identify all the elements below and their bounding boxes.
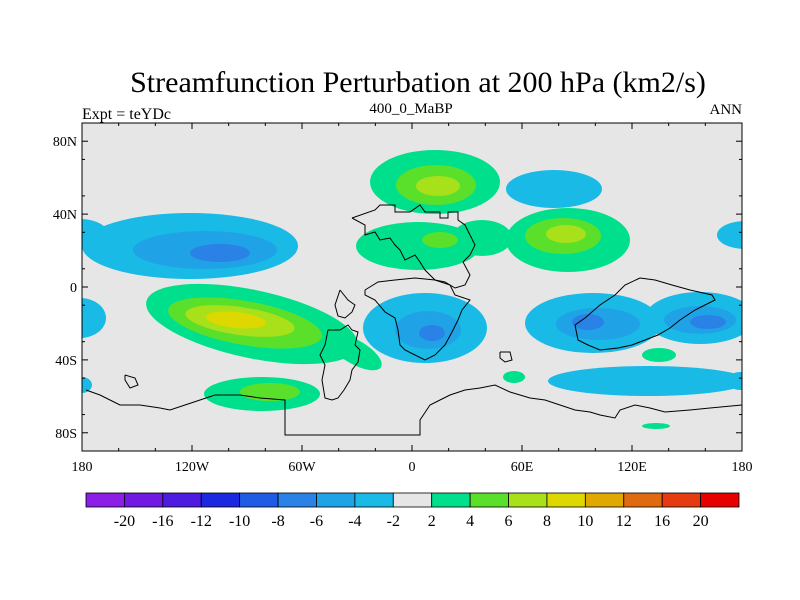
colorbar-box — [623, 492, 663, 508]
anomaly-high-europe — [370, 150, 500, 214]
anomaly-high-small-features — [503, 348, 676, 429]
colorbar-label: 12 — [616, 513, 632, 530]
colorbar-box — [354, 492, 394, 508]
colorbar: -20 -16 -12 -10 -8 -6 -4 -2 2 4 6 8 10 12 16 20 — [85, 492, 740, 530]
x-tick-label: 60E — [511, 460, 534, 475]
colorbar-box — [277, 492, 317, 508]
contour-fills — [82, 150, 742, 436]
y-tick-label: 0 — [70, 281, 77, 296]
colorbar-box — [162, 492, 202, 508]
anomaly-low-indo-pacific — [525, 292, 742, 353]
colorbar-label: 4 — [466, 513, 474, 530]
anomaly-high-south-asia — [506, 208, 630, 272]
axis-ticks — [81, 122, 743, 452]
colorbar-box — [316, 492, 356, 508]
colorbar-box — [124, 492, 164, 508]
colorbar-label: -12 — [191, 513, 212, 530]
colorbar-label: -20 — [114, 513, 135, 530]
colorbar-label: 6 — [505, 513, 513, 530]
anomaly-low-southern-ocean — [548, 366, 742, 396]
anomaly-low-dateline-south — [82, 298, 106, 393]
colorbar-box — [469, 492, 509, 508]
colorbar-label: -6 — [310, 513, 323, 530]
colorbar-label: 8 — [543, 513, 551, 530]
y-tick-label: 40N — [53, 208, 77, 223]
axis-labels: 180 120W 60W 0 60E 120E 180 80N 40N 0 40S 80S — [53, 135, 753, 475]
colorbar-label: 16 — [654, 513, 670, 530]
colorbar-box — [392, 492, 433, 508]
anomaly-low-north-pacific — [82, 213, 298, 279]
y-tick-label: 40S — [55, 354, 77, 369]
colorbar-box — [661, 492, 701, 508]
x-tick-label: 60W — [288, 460, 316, 475]
anomaly-low-south-atlantic — [363, 293, 487, 363]
colorbar-box — [431, 492, 471, 508]
y-tick-label: 80S — [55, 427, 77, 442]
period-label: 400_0_MaBP — [369, 101, 452, 117]
colorbar-label: 20 — [693, 513, 709, 530]
x-tick-label: 0 — [409, 460, 416, 475]
colorbar-box — [85, 492, 125, 508]
colorbar-label: -16 — [152, 513, 173, 530]
colorbar-box — [546, 492, 586, 508]
colorbar-box — [239, 492, 279, 508]
coastlines — [85, 204, 742, 436]
map-panel: 180 120W 60W 0 60E 120E 180 80N 40N 0 40S 80S — [53, 122, 753, 475]
anomaly-low-central-asia — [506, 170, 602, 208]
colorbar-label: -4 — [348, 513, 361, 530]
colorbar-label: 10 — [577, 513, 593, 530]
x-tick-label: 120E — [617, 460, 647, 475]
colorbar-label: -2 — [387, 513, 400, 530]
season-label: ANN — [710, 102, 743, 118]
colorbar-box — [700, 492, 740, 508]
anomaly-high-south-pacific — [146, 283, 382, 371]
colorbar-label: 2 — [428, 513, 436, 530]
x-tick-label: 120W — [175, 460, 210, 475]
colorbar-box — [584, 492, 625, 508]
x-tick-label: 180 — [732, 460, 753, 475]
anomaly-high-southern-pacific-high-lat — [204, 377, 320, 411]
colorbar-box — [200, 492, 241, 508]
anomaly-low-dateline-north — [82, 219, 742, 249]
experiment-label: Expt = teYDc — [82, 106, 171, 123]
colorbar-label: -10 — [229, 513, 250, 530]
x-tick-label: 180 — [72, 460, 93, 475]
y-tick-label: 80N — [53, 135, 77, 150]
colorbar-box — [508, 492, 548, 508]
main-title: Streamfunction Perturbation at 200 hPa (… — [130, 66, 706, 99]
colorbar-label: -8 — [271, 513, 284, 530]
